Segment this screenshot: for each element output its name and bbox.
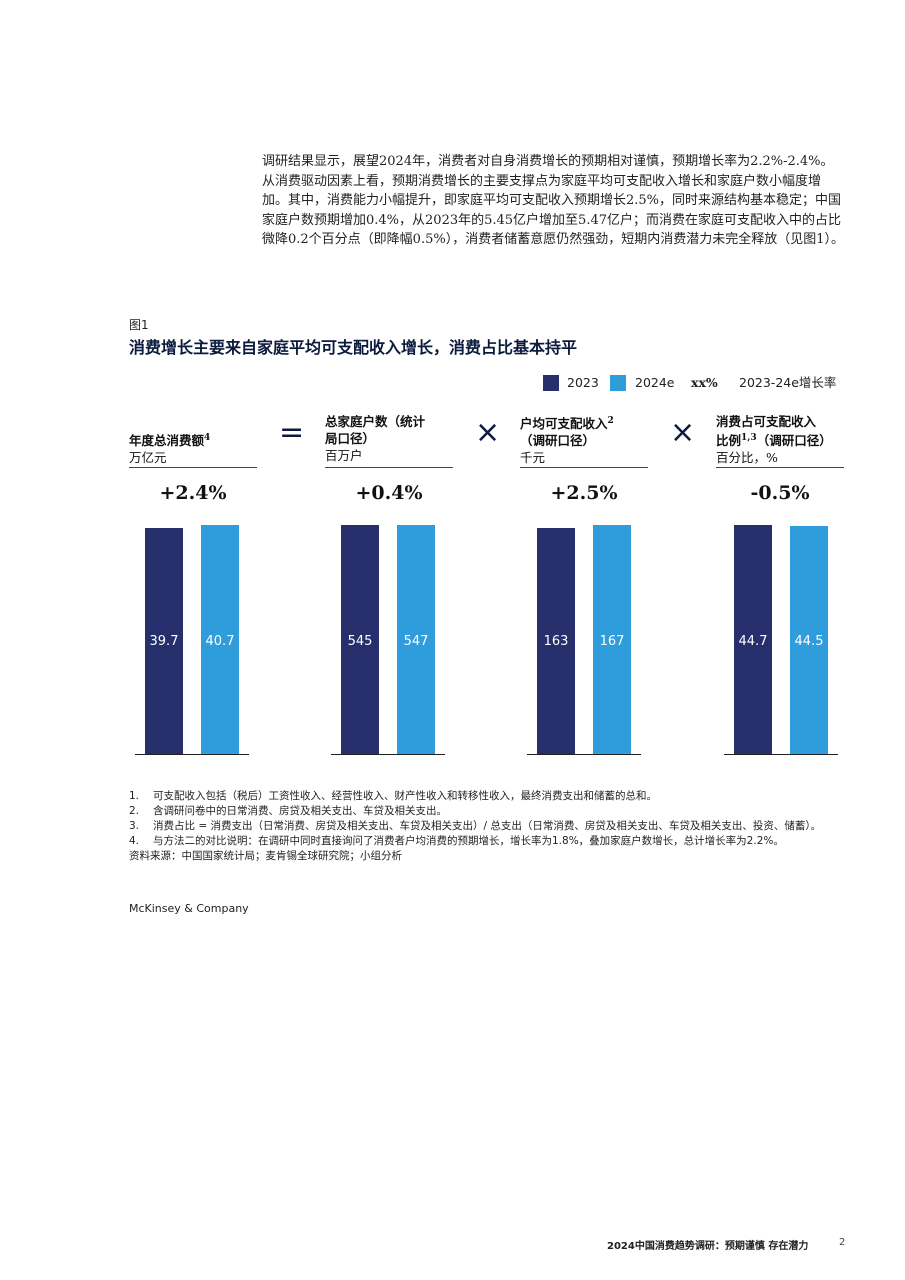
legend-swatch-2023 (543, 375, 559, 391)
panel-2-growth: +0.4% (355, 482, 423, 504)
source-note: 资料来源：中国国家统计局；麦肯锡全球研究院；小组分析 (129, 850, 402, 862)
panel-1-sup: 4 (204, 433, 211, 443)
panel-3-unit: 千元 (520, 450, 546, 466)
bar-panel-3-2023 (537, 528, 575, 754)
panel-3-baseline (527, 754, 641, 755)
bar-panel-4-2024e (790, 526, 828, 754)
panel-1-baseline (135, 754, 249, 755)
legend-growth-label: 2023-24e增长率 (739, 375, 837, 390)
bar-panel-3-2024e (593, 525, 631, 754)
panel-4-sup: 1,3 (741, 433, 757, 443)
bar-panel-4-2023 (734, 525, 772, 754)
panel-4-title-line2b: （调研口径） (756, 433, 832, 449)
panel-1-unit: 万亿元 (129, 450, 167, 466)
bar-value-label: 167 (599, 634, 625, 649)
panel-2-baseline (331, 754, 445, 755)
panel-head-4: 消费占可支配收入 比例1,3（调研口径） 百分比，% (716, 413, 872, 466)
footnote-1: 1. 可支配收入包括（税后）工资性收入、经营性收入、财产性收入和转移性收入，最终消… (129, 790, 657, 802)
panel-3-growth: +2.5% (550, 482, 618, 504)
panel-3-title-line1: 户均可支配收入 (520, 416, 608, 432)
panel-head-1: 年度总消费额4 万亿元 (129, 430, 257, 466)
panel-4-baseline (724, 754, 838, 755)
legend-label-2024e: 2024e (635, 375, 675, 390)
multiply-operator-2: × (670, 415, 696, 450)
bar-value-label: 44.7 (738, 634, 768, 649)
bar-value-label: 163 (543, 634, 569, 649)
legend-growth-symbol: xx% (691, 375, 718, 390)
panel-1-growth: +2.4% (159, 482, 227, 504)
panel-4-title-line2: 比例 (716, 433, 742, 449)
equals-operator: = (279, 415, 305, 450)
panel-2-unit: 百万户 (325, 448, 363, 463)
bar-panel-2-2023 (341, 525, 379, 754)
bar-value-label: 40.7 (205, 634, 235, 649)
footnote-4: 4. 与方法二的对比说明：在调研中同时直接询问了消费者户均消费的预期增长，增长率为… (129, 835, 784, 847)
legend-label-2023: 2023 (567, 375, 599, 390)
panel-4-title-line1: 消费占可支配收入 (716, 414, 817, 429)
bar-value-label: 39.7 (149, 634, 179, 649)
panel-1-rule (129, 467, 257, 468)
panel-2-title-line2: 局口径） (325, 431, 376, 446)
panel-3-rule (520, 467, 648, 468)
bar-value-label: 44.5 (794, 634, 824, 649)
panel-head-3: 户均可支配收入2 （调研口径） 千元 (520, 413, 648, 466)
panel-2-title-line1: 总家庭户数（统计 (325, 414, 426, 429)
panel-2-rule (325, 467, 453, 468)
page-number: 2 (839, 1237, 846, 1248)
legend-swatch-2024e (610, 375, 626, 391)
footnote-3: 3. 消费占比 = 消费支出（日常消费、房贷及相关支出、车贷及相关支出）/ 总支出… (129, 820, 822, 832)
panel-3-sup: 2 (607, 416, 614, 426)
footer-title: 2024中国消费趋势调研：预期谨慎 存在潜力 (607, 1241, 809, 1252)
bar-value-label: 547 (403, 634, 429, 649)
panel-4-growth: -0.5% (750, 482, 810, 504)
intro-paragraph: 调研结果显示，展望2024年，消费者对自身消费增长的预期相对谨慎，预期增长率为2… (262, 154, 844, 248)
footnote-2: 2. 含调研问卷中的日常消费、房贷及相关支出、车贷及相关支出。 (129, 805, 447, 817)
panel-1-title: 年度总消费额 (129, 433, 205, 449)
figure-title: 消费增长主要来自家庭平均可支配收入增长，消费占比基本持平 (129, 338, 578, 357)
footnotes: 1. 可支配收入包括（税后）工资性收入、经营性收入、财产性收入和转移性收入，最终消… (129, 789, 859, 864)
bar-panel-2-2024e (397, 525, 435, 754)
bar-value-label: 545 (347, 634, 373, 649)
bar-panel-1-2024e (201, 525, 239, 754)
panel-3-title-line2: （调研口径） (520, 433, 596, 449)
figure-label: 图1 (129, 318, 149, 332)
bar-panel-1-2023 (145, 528, 183, 754)
brand-name: McKinsey & Company (129, 902, 249, 915)
multiply-operator-1: × (475, 415, 501, 450)
panel-4-unit: 百分比，% (716, 450, 778, 466)
panel-4-rule (716, 467, 844, 468)
panel-head-2: 总家庭户数（统计 局口径） 百万户 (325, 413, 453, 464)
